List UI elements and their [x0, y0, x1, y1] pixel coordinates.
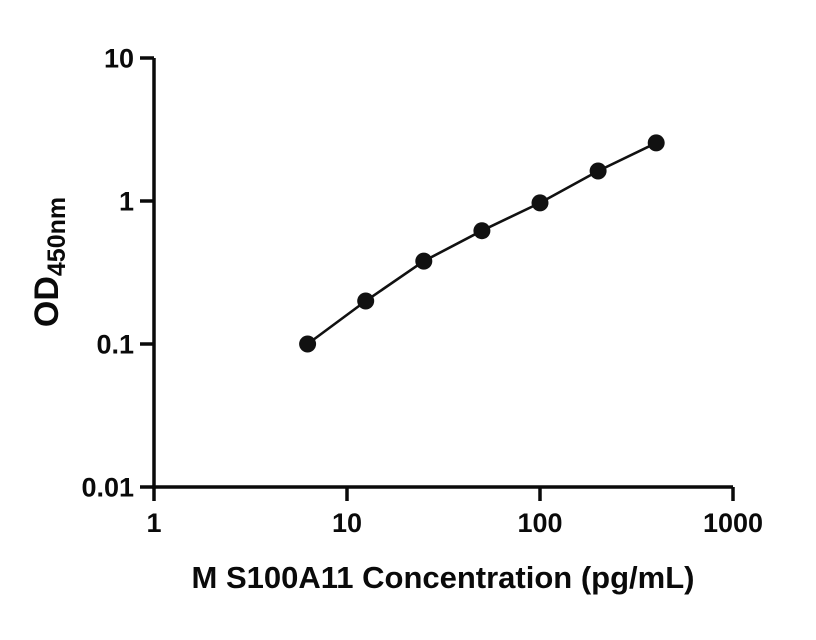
- data-point: [299, 335, 317, 353]
- x-axis-title: M S100A11 Concentration (pg/mL): [192, 560, 695, 595]
- tick-labels: 0.01 0.1 1 10 1 10 100 1000: [81, 43, 763, 538]
- data-point: [415, 252, 433, 270]
- y-tick-label: 1: [119, 186, 134, 216]
- tick-marks: [140, 56, 735, 501]
- y-tick-label: 0.01: [81, 472, 134, 502]
- axes: [152, 58, 733, 489]
- data-point: [473, 222, 491, 240]
- data-point: [357, 292, 375, 310]
- x-tick-label: 1: [146, 508, 161, 538]
- y-axis-title-subscript: 450nm: [43, 197, 71, 276]
- data-point: [647, 134, 665, 152]
- y-tick-label: 0.1: [96, 329, 134, 359]
- data-series: [299, 134, 665, 353]
- y-tick-label: 10: [104, 43, 134, 73]
- y-axis-title: OD450nm: [28, 197, 71, 327]
- data-point: [531, 194, 549, 212]
- x-tick-label: 10: [332, 508, 362, 538]
- x-tick-label: 1000: [703, 508, 763, 538]
- x-tick-label: 100: [517, 508, 562, 538]
- y-axis-title-main: OD: [28, 276, 66, 327]
- data-point: [589, 162, 607, 180]
